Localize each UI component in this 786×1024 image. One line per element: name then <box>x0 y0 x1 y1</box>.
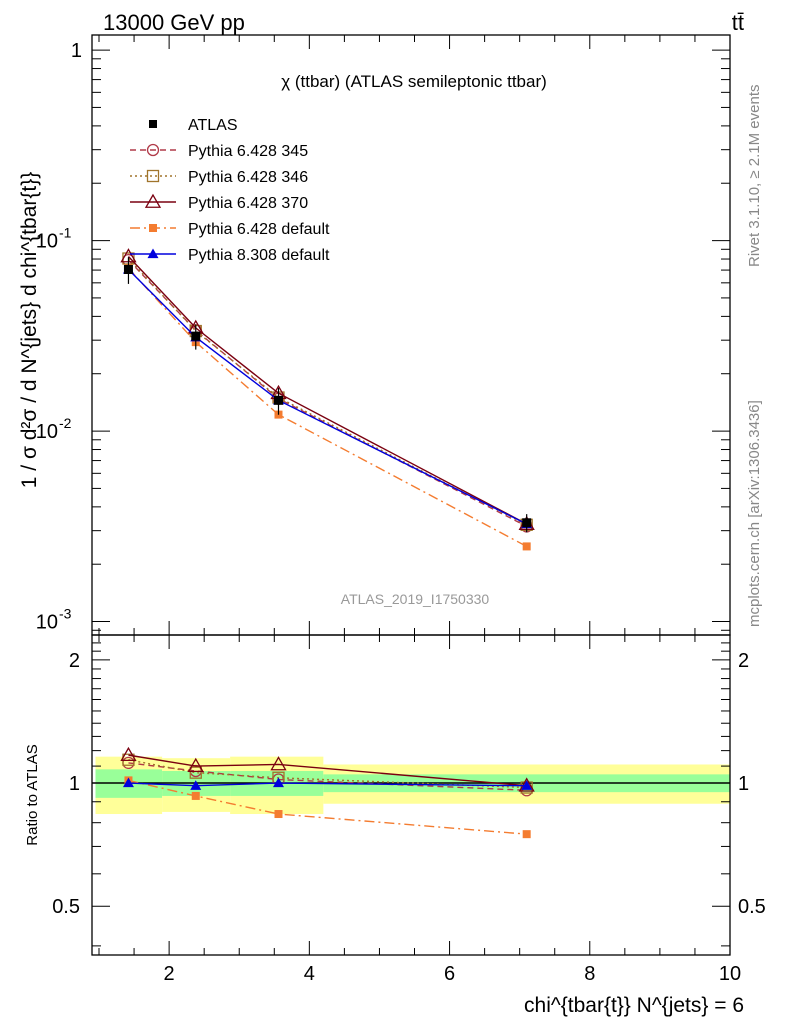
ratio-point-1 <box>189 766 202 779</box>
series-line-0 <box>127 259 528 527</box>
main-panel <box>120 248 535 551</box>
y-tick-label: 10 <box>36 612 58 634</box>
ratio-y-tick-label-right: 1 <box>738 773 749 795</box>
y-axis-label: 1 / σ d²σ / d N^{jets} d chi^{tbar{t}} <box>18 172 41 488</box>
ratio-point-4 <box>122 777 134 788</box>
legend-label-3: Pythia 6.428 default <box>188 221 330 238</box>
y-tick-exponent: -1 <box>59 225 72 241</box>
ratio-point-3 <box>274 810 283 819</box>
data-point <box>273 395 283 405</box>
legend-marker-0 <box>146 143 160 157</box>
source-label: mcplots.cern.ch [arXiv:1306.3436] <box>746 400 763 627</box>
ratio-point-3 <box>522 830 531 839</box>
ratio-panel <box>92 746 730 839</box>
energy-label: 13000 GeV pp <box>103 10 245 35</box>
ratio-point-3 <box>191 791 200 800</box>
x-tick-label: 2 <box>164 963 175 985</box>
y-tick-exponent: -3 <box>59 606 72 622</box>
process-label: tt̄ <box>732 10 744 35</box>
ratio-axis-label: Ratio to ATLAS <box>24 744 41 845</box>
ratio-point-2 <box>270 756 287 771</box>
legend-label-1: Pythia 6.428 346 <box>188 169 308 186</box>
y-tick-label: 1 <box>71 40 82 62</box>
ratio-line-1 <box>128 759 527 789</box>
legend-marker-4 <box>147 248 159 259</box>
ratio-y-tick-label-right: 0.5 <box>738 896 766 918</box>
data-point <box>522 518 532 528</box>
ratio-y-tick-label-right: 2 <box>738 650 749 672</box>
legend-marker-1 <box>146 169 160 183</box>
series-line-2 <box>127 256 528 525</box>
ratio-point-2 <box>120 746 137 762</box>
x-tick-label: 10 <box>719 963 741 985</box>
ratio-y-tick-label: 2 <box>69 650 80 672</box>
legend-marker-2 <box>144 193 162 208</box>
legend-label-2: Pythia 6.428 370 <box>188 195 308 212</box>
data-point <box>123 264 133 274</box>
ratio-y-tick-label: 0.5 <box>52 896 80 918</box>
x-tick-label: 4 <box>304 963 315 985</box>
x-tick-label: 6 <box>444 963 455 985</box>
ratio-line-4 <box>128 782 527 787</box>
data-point <box>191 331 201 341</box>
legend: ATLAS Pythia 6.428 345 Pythia 6.428 346 Pyt… <box>130 117 330 264</box>
analysis-label: ATLAS_2019_I1750330 <box>341 591 490 607</box>
y-tick-label: 10 <box>36 231 58 253</box>
legend-marker-3 <box>149 224 157 232</box>
legend-marker-data <box>149 120 157 128</box>
ratio-line-2 <box>128 754 527 787</box>
series-line-1 <box>127 258 528 526</box>
ratio-point-2 <box>518 777 535 792</box>
y-tick-label: 10 <box>36 421 58 443</box>
x-tick-label: 8 <box>584 963 595 985</box>
series-line-4 <box>127 268 527 525</box>
rivet-label: Rivet 3.1.10, ≥ 2.1M events <box>746 84 763 268</box>
ratio-point-4 <box>272 777 284 788</box>
ratio-point-4 <box>521 780 533 790</box>
ratio-y-tick-label: 1 <box>69 773 80 795</box>
ratio-point-4 <box>190 780 202 790</box>
ratio-frame <box>91 634 731 956</box>
x-axis-label: chi^{tbar{t}} N^{jets} = 6 <box>524 994 744 1017</box>
legend-label-0: Pythia 6.428 345 <box>188 143 308 160</box>
series-line-3 <box>127 267 528 548</box>
legend-label-data: ATLAS <box>188 117 238 134</box>
chart-title: χ (ttbar) (ATLAS semileptonic ttbar) <box>281 72 547 91</box>
ratio-line-3 <box>128 779 527 835</box>
series-point-3 <box>522 542 531 551</box>
legend-label-4: Pythia 8.308 default <box>188 247 330 264</box>
ratio-point-2 <box>187 757 204 772</box>
y-tick-exponent: -2 <box>59 415 72 431</box>
